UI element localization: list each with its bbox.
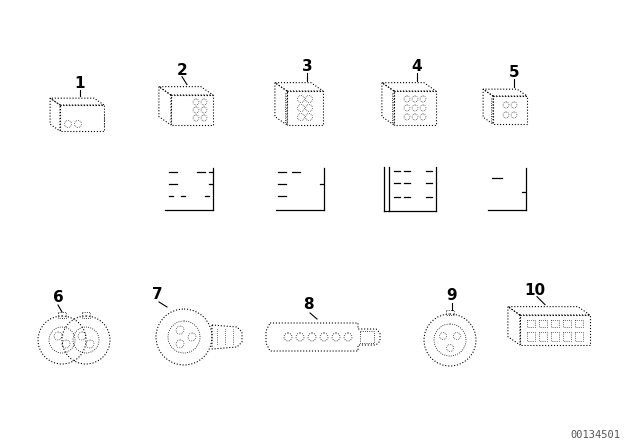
Text: 00134501: 00134501 xyxy=(570,430,620,440)
Bar xyxy=(563,320,571,327)
Text: 1: 1 xyxy=(75,76,85,91)
Bar xyxy=(82,312,90,318)
Bar xyxy=(539,320,547,327)
Bar xyxy=(539,332,547,341)
Bar xyxy=(575,320,583,327)
Bar xyxy=(58,312,66,318)
Bar xyxy=(527,332,535,341)
Bar xyxy=(527,320,535,327)
Bar xyxy=(563,332,571,341)
Text: 8: 8 xyxy=(303,297,314,312)
Bar xyxy=(446,310,454,315)
Bar xyxy=(551,332,559,341)
Text: 10: 10 xyxy=(524,283,545,297)
Bar xyxy=(551,320,559,327)
Text: 3: 3 xyxy=(301,59,312,73)
Text: 7: 7 xyxy=(152,287,163,302)
Text: 5: 5 xyxy=(509,65,519,80)
Text: 4: 4 xyxy=(412,59,422,73)
Bar xyxy=(360,331,374,343)
Text: 2: 2 xyxy=(177,63,188,78)
Bar xyxy=(575,332,583,341)
Text: 9: 9 xyxy=(447,288,458,303)
Text: 6: 6 xyxy=(52,290,63,305)
